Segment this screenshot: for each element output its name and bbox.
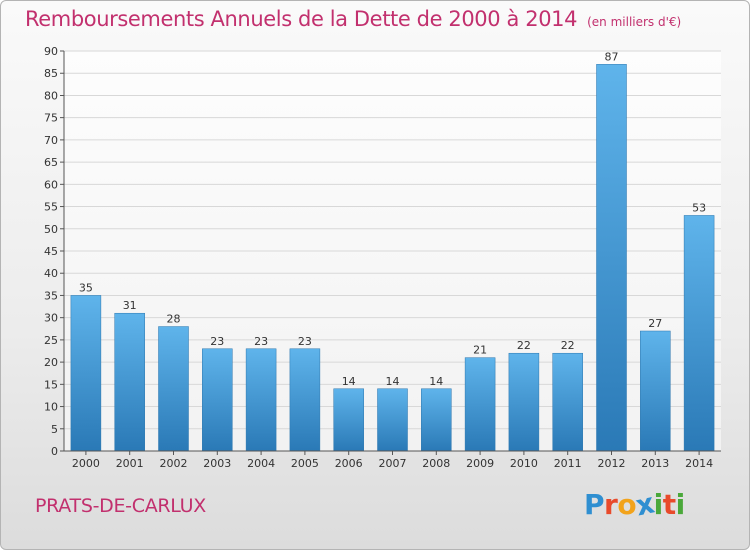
logo-letter: P xyxy=(584,488,605,521)
x-tick-label: 2006 xyxy=(335,457,363,470)
x-tick-label: 2002 xyxy=(160,457,188,470)
bar-2002 xyxy=(158,326,189,452)
bar-2010 xyxy=(508,352,540,452)
y-tick-label: 20 xyxy=(44,356,58,369)
x-tick-label: 2012 xyxy=(598,457,626,470)
bar-2011 xyxy=(552,352,583,452)
proxiti-logo[interactable]: Proxiti xyxy=(584,487,686,523)
chart-title-text: Remboursements Annuels de la Dette de 20… xyxy=(25,7,578,31)
value-label: 28 xyxy=(167,313,181,326)
value-label: 87 xyxy=(605,50,619,63)
y-tick-label: 45 xyxy=(44,245,58,258)
bar-2000 xyxy=(70,295,102,452)
y-tick-label: 0 xyxy=(51,445,58,458)
value-label: 14 xyxy=(429,375,443,388)
x-tick-label: 2001 xyxy=(116,457,144,470)
x-tick-label: 2004 xyxy=(247,457,275,470)
bar-2003 xyxy=(202,348,233,452)
y-tick-label: 70 xyxy=(44,134,58,147)
y-tick-label: 80 xyxy=(44,89,58,102)
y-tick-label: 15 xyxy=(44,378,58,391)
x-tick-label: 2014 xyxy=(685,457,713,470)
y-tick-label: 25 xyxy=(44,334,58,347)
x-tick-label: 2010 xyxy=(510,457,538,470)
x-tick-labels-group: 2000 2001 2002 2003 2004 2005 2006 2007 2008 2009… xyxy=(72,457,713,470)
bar-2004 xyxy=(245,348,277,452)
y-tick-label: 5 xyxy=(51,423,58,436)
x-tick-label: 2013 xyxy=(641,457,669,470)
x-tick-label: 2000 xyxy=(72,457,100,470)
bar-2012 xyxy=(596,64,627,452)
logo-letter: i xyxy=(675,488,686,521)
x-tick-label: 2009 xyxy=(466,457,494,470)
value-label: 23 xyxy=(254,335,268,348)
y-tick-label: 75 xyxy=(44,112,58,125)
y-tick-label: 85 xyxy=(44,67,58,80)
value-labels-group: 35 31 28 23 23 23 14 14 14 21 22 22 87 27 53 xyxy=(79,50,706,387)
logo-letter: r xyxy=(604,488,618,521)
bar-2013 xyxy=(640,330,671,452)
value-label: 23 xyxy=(210,335,224,348)
chart-title: Remboursements Annuels de la Dette de 20… xyxy=(25,7,681,31)
x-tick-label: 2007 xyxy=(379,457,407,470)
y-tick-label: 50 xyxy=(44,223,58,236)
y-tick-label: 60 xyxy=(44,178,58,191)
bar-2001 xyxy=(114,312,145,452)
y-tick-label: 40 xyxy=(44,267,58,280)
x-tick-label: 2008 xyxy=(422,457,450,470)
location-label: PRATS-DE-CARLUX xyxy=(35,495,206,517)
value-label: 14 xyxy=(342,375,356,388)
axes-group xyxy=(60,50,721,455)
bar-2008 xyxy=(421,388,452,452)
value-label: 53 xyxy=(692,201,706,214)
bars-group xyxy=(70,64,715,452)
y-tick-label: 10 xyxy=(44,401,58,414)
value-label: 31 xyxy=(123,299,137,312)
y-tick-label: 35 xyxy=(44,289,58,302)
y-tick-label: 30 xyxy=(44,312,58,325)
logo-letter: t xyxy=(662,488,676,521)
bar-2009 xyxy=(464,357,496,452)
x-tick-label: 2003 xyxy=(203,457,231,470)
value-label: 21 xyxy=(473,344,487,357)
bar-2006 xyxy=(333,388,364,452)
value-label: 35 xyxy=(79,281,93,294)
value-label: 22 xyxy=(561,339,575,352)
bar-2014 xyxy=(683,215,715,452)
value-label: 14 xyxy=(386,375,400,388)
y-tick-label: 65 xyxy=(44,156,58,169)
y-tick-label: 90 xyxy=(44,45,58,58)
y-tick-label: 55 xyxy=(44,201,58,214)
value-label: 27 xyxy=(648,317,662,330)
value-label: 23 xyxy=(298,335,312,348)
y-tick-labels-group: 0 5 10 15 20 25 30 35 40 45 50 55 60 65 70 75 80 85 90 xyxy=(44,45,58,458)
chart-unit-label: (en milliers d'€) xyxy=(587,15,682,29)
logo-letter: i xyxy=(653,488,664,521)
bar-2007 xyxy=(377,388,408,452)
value-label: 22 xyxy=(517,339,531,352)
logo-letter: o xyxy=(617,488,637,521)
x-tick-label: 2005 xyxy=(291,457,319,470)
x-tick-label: 2011 xyxy=(554,457,582,470)
bar-2005 xyxy=(289,348,321,452)
